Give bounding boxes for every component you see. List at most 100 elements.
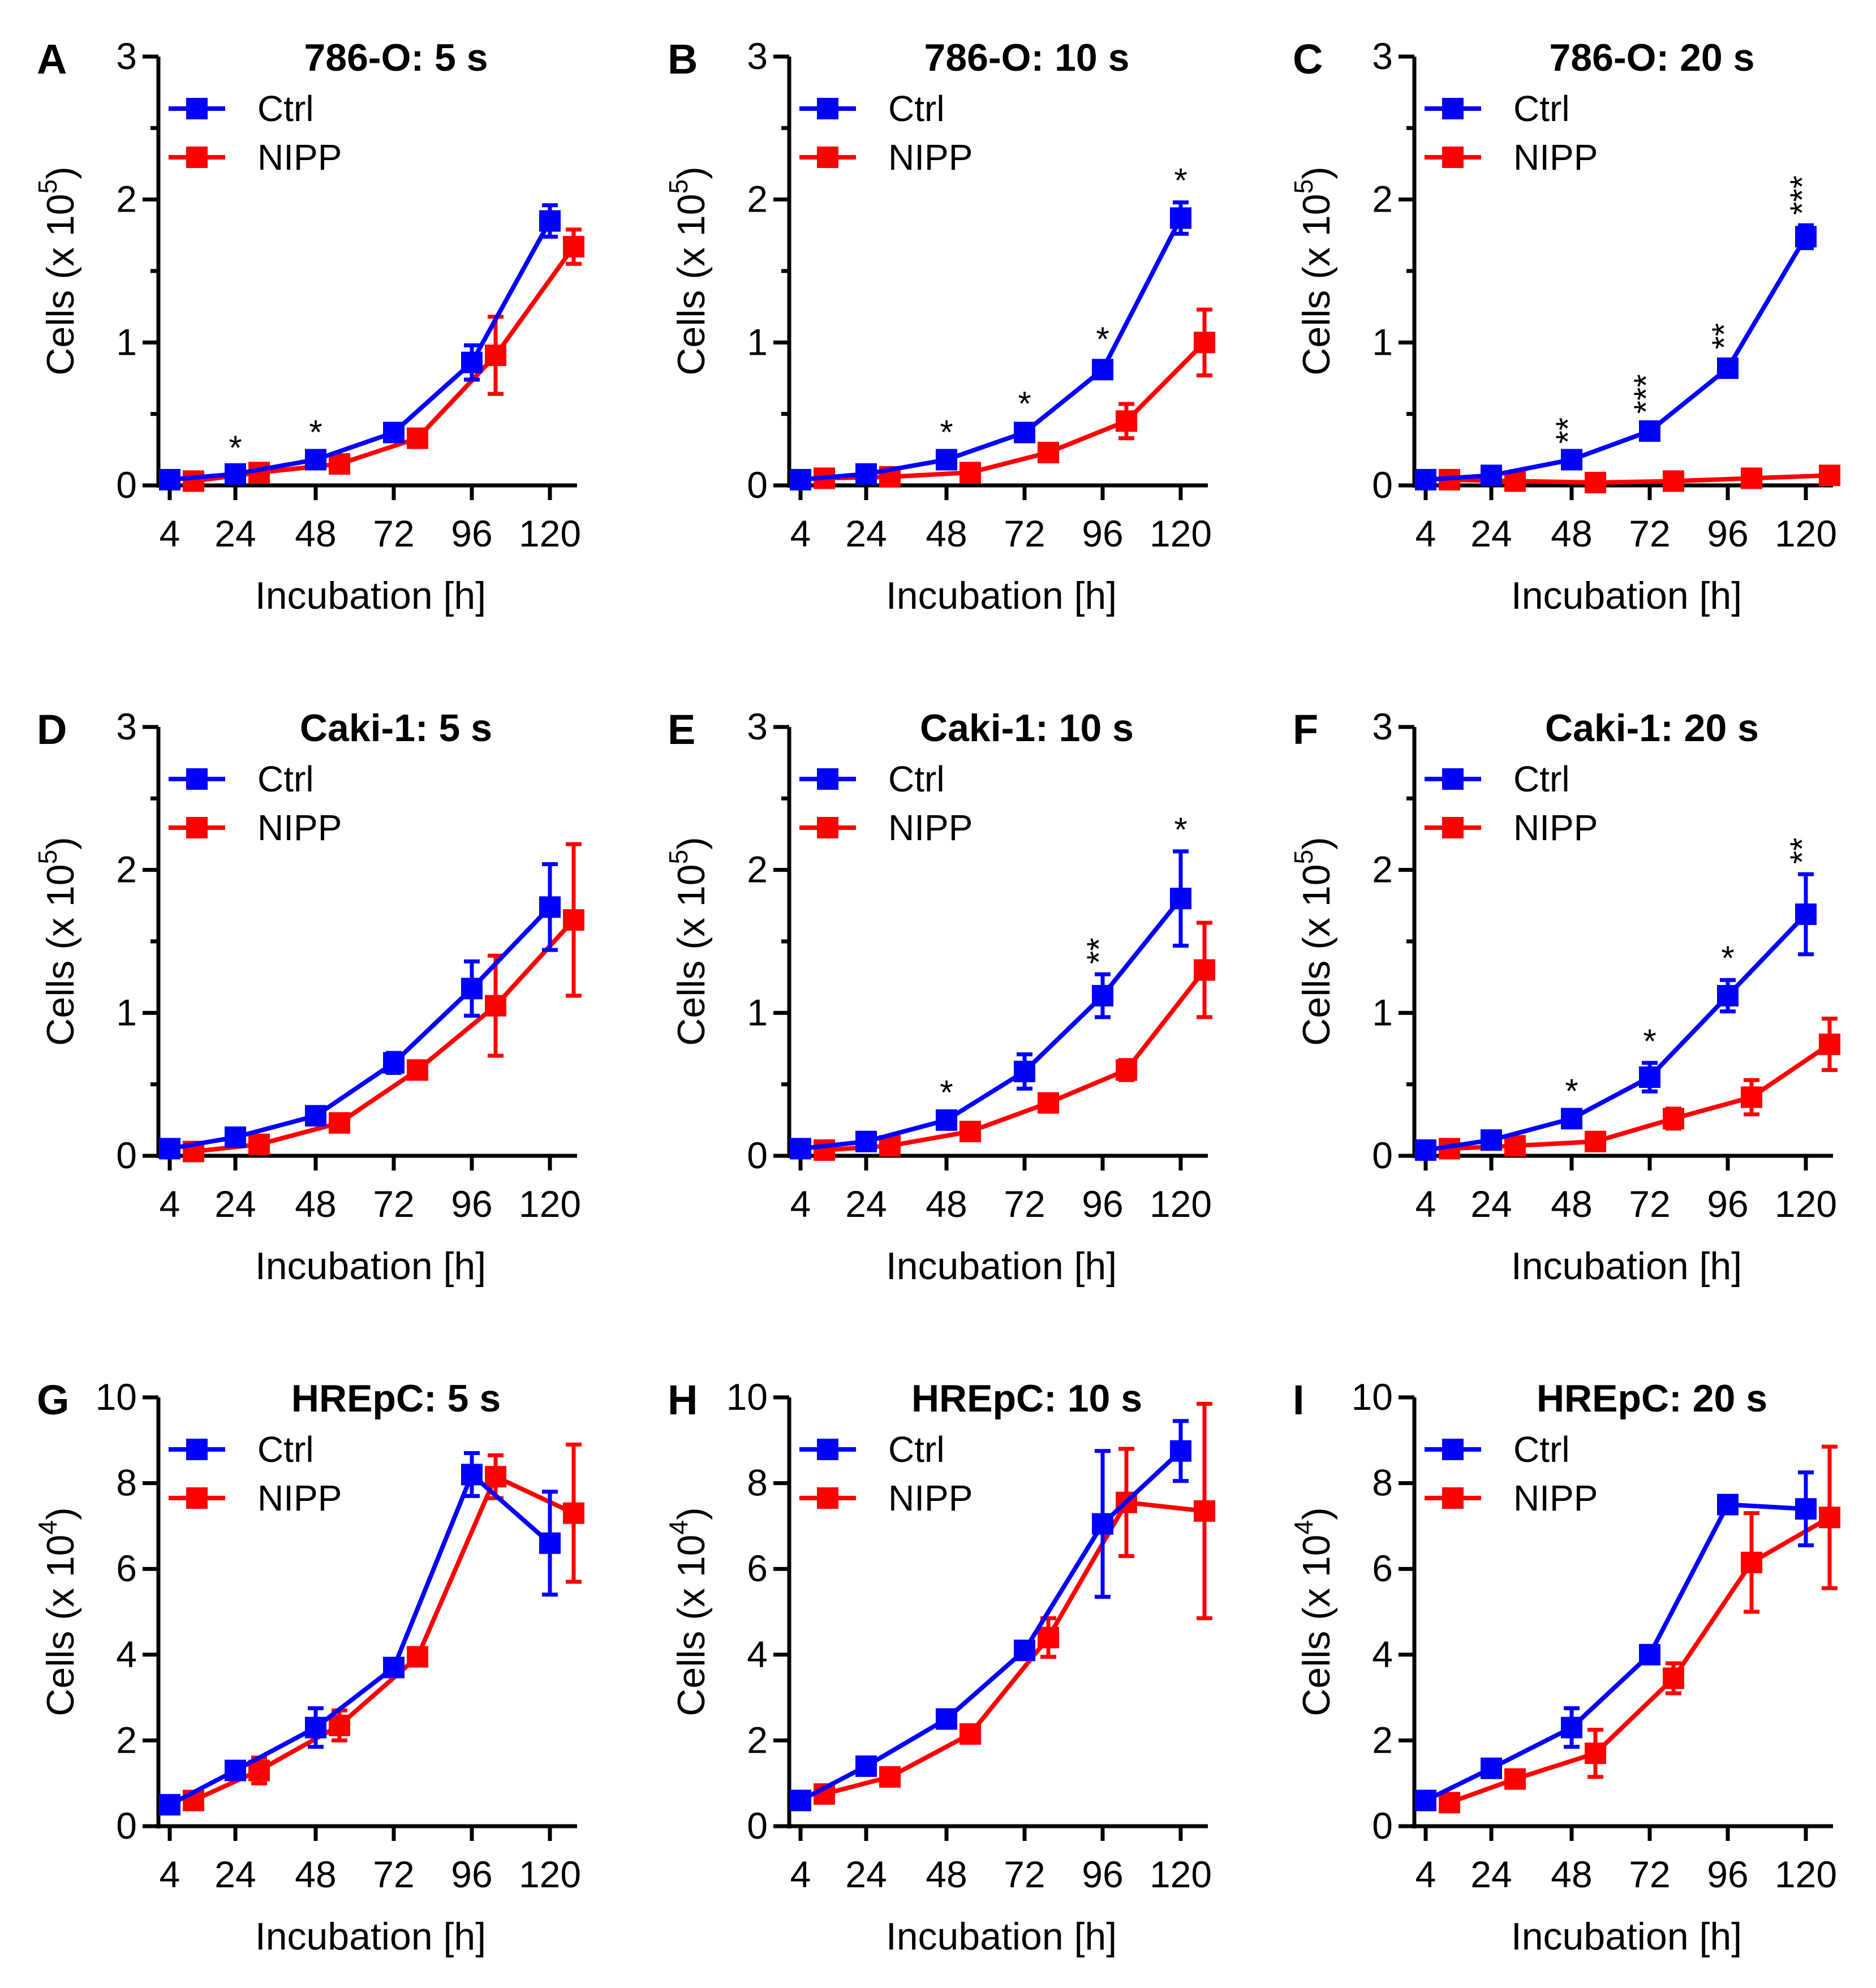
y-tick-label: 3 bbox=[116, 35, 137, 77]
panel-label: I bbox=[1293, 1376, 1305, 1423]
legend-marker bbox=[817, 98, 838, 119]
data-point bbox=[1561, 449, 1582, 471]
x-tick-label: 24 bbox=[845, 1853, 887, 1895]
legend-marker bbox=[186, 147, 208, 168]
chart-title: HREpC: 5 s bbox=[291, 1377, 501, 1420]
data-point bbox=[1639, 1066, 1660, 1088]
legend: Ctrl NIPP bbox=[169, 1429, 342, 1518]
series-nipp bbox=[1439, 1444, 1840, 1814]
legend-label-ctrl: Ctrl bbox=[888, 88, 945, 129]
y-tick-label: 3 bbox=[1372, 35, 1393, 77]
data-point bbox=[329, 1112, 350, 1134]
legend-label-ctrl: Ctrl bbox=[888, 1429, 945, 1470]
x-tick-label: 4 bbox=[1415, 1853, 1436, 1895]
series-nipp bbox=[1439, 464, 1840, 493]
significance-marker: * bbox=[1643, 1022, 1656, 1060]
legend-marker bbox=[186, 1439, 208, 1460]
legend-label-nipp: NIPP bbox=[888, 807, 973, 848]
y-axis-label: Cells (x 104) bbox=[33, 1507, 82, 1716]
data-point bbox=[1481, 464, 1502, 487]
data-point bbox=[305, 1105, 326, 1127]
data-point bbox=[1014, 1060, 1035, 1082]
data-point bbox=[1561, 1108, 1582, 1130]
series-nipp bbox=[183, 842, 584, 1163]
data-point bbox=[1717, 1494, 1739, 1516]
y-axis-label: Cells (x 104) bbox=[1289, 1507, 1338, 1716]
data-point bbox=[1504, 1135, 1526, 1157]
x-tick-label: 72 bbox=[1004, 513, 1045, 554]
x-tick-label: 120 bbox=[1775, 1183, 1837, 1225]
y-tick-label: 1 bbox=[1372, 991, 1393, 1033]
x-tick-label: 120 bbox=[1150, 1183, 1212, 1225]
x-tick-label: 120 bbox=[1150, 1853, 1212, 1895]
data-point bbox=[1092, 985, 1113, 1007]
x-tick-label: 72 bbox=[1004, 1183, 1045, 1225]
series-ctrl bbox=[1415, 872, 1817, 1161]
x-tick-label: 120 bbox=[1150, 513, 1212, 554]
x-axis-label: Incubation [h] bbox=[1511, 1245, 1742, 1288]
x-tick-label: 4 bbox=[790, 513, 811, 554]
x-tick-label: 96 bbox=[451, 1183, 492, 1225]
data-point bbox=[855, 1130, 877, 1152]
y-tick-label: 6 bbox=[1372, 1547, 1393, 1589]
x-tick-label: 48 bbox=[1551, 1183, 1592, 1225]
legend-label-nipp: NIPP bbox=[257, 1478, 342, 1518]
legend-marker bbox=[817, 817, 838, 838]
legend-label-ctrl: Ctrl bbox=[257, 759, 314, 799]
data-point bbox=[383, 421, 405, 444]
data-point bbox=[1741, 1551, 1762, 1573]
data-point bbox=[1663, 1667, 1684, 1689]
y-tick-label: 1 bbox=[116, 991, 137, 1033]
data-point bbox=[1415, 1789, 1436, 1811]
series-line bbox=[169, 220, 552, 482]
data-point bbox=[1795, 903, 1817, 925]
x-tick-label: 96 bbox=[1082, 513, 1123, 554]
y-tick-label: 6 bbox=[747, 1547, 768, 1589]
x-axis-label: Incubation [h] bbox=[255, 574, 486, 617]
significance-marker: * bbox=[1174, 811, 1187, 849]
series-line bbox=[1448, 1515, 1831, 1805]
y-axis-label: Cells (x 105) bbox=[1289, 837, 1338, 1045]
y-tick-label: 3 bbox=[116, 705, 137, 747]
x-tick-label: 24 bbox=[1470, 513, 1512, 554]
data-point bbox=[305, 1716, 326, 1739]
y-tick-label: 1 bbox=[116, 321, 137, 363]
data-point bbox=[1194, 1500, 1215, 1522]
series-line bbox=[800, 897, 1183, 1151]
legend-marker bbox=[186, 98, 208, 119]
legend-label-nipp: NIPP bbox=[888, 137, 973, 178]
series-line bbox=[169, 1472, 552, 1807]
x-tick-label: 24 bbox=[214, 1853, 256, 1895]
legend-marker bbox=[1442, 817, 1464, 838]
chart-title: Caki-1: 5 s bbox=[300, 707, 492, 750]
y-axis-label: Cells (x 105) bbox=[664, 166, 713, 375]
data-point bbox=[305, 449, 326, 471]
data-point bbox=[1038, 1626, 1059, 1649]
data-point bbox=[539, 210, 561, 232]
y-axis-label: Cells (x 105) bbox=[33, 166, 82, 375]
series-line bbox=[823, 1500, 1205, 1797]
series-line bbox=[193, 918, 575, 1154]
significance-marker: ** bbox=[1705, 323, 1743, 350]
series-line bbox=[824, 969, 1207, 1152]
data-point bbox=[1639, 420, 1660, 442]
series-line bbox=[1449, 473, 1830, 485]
data-point bbox=[790, 1789, 811, 1811]
panel-label: H bbox=[668, 1376, 698, 1423]
data-point bbox=[485, 995, 506, 1017]
data-point bbox=[461, 978, 483, 1000]
y-tick-label: 1 bbox=[747, 321, 768, 363]
y-tick-label: 2 bbox=[116, 849, 137, 890]
x-axis-label: Incubation [h] bbox=[886, 1245, 1117, 1288]
legend-marker bbox=[1442, 1487, 1464, 1509]
x-tick-label: 4 bbox=[160, 513, 180, 554]
chart-panel-a: A 786-O: 5 s 0 1 2 3 4 24 48 72 96 120 Incubation [h… bbox=[33, 35, 584, 617]
x-tick-label: 96 bbox=[1082, 1183, 1123, 1225]
data-point bbox=[959, 1121, 981, 1143]
legend: Ctrl NIPP bbox=[799, 1429, 973, 1518]
legend-label-nipp: NIPP bbox=[1513, 807, 1598, 848]
data-point bbox=[461, 1464, 483, 1486]
y-tick-label: 10 bbox=[1352, 1376, 1393, 1418]
